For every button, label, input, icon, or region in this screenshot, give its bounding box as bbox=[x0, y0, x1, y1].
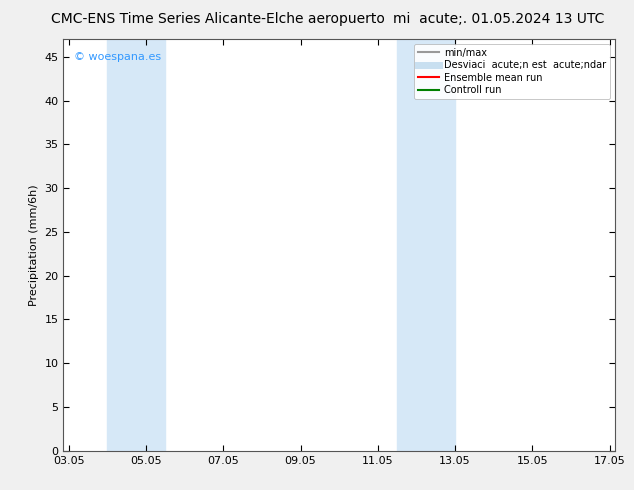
Legend: min/max, Desviaci  acute;n est  acute;ndar, Ensemble mean run, Controll run: min/max, Desviaci acute;n est acute;ndar… bbox=[414, 44, 610, 99]
Bar bbox=[397, 39, 455, 451]
Text: mi  acute;. 01.05.2024 13 UTC: mi acute;. 01.05.2024 13 UTC bbox=[393, 12, 604, 26]
Text: © woespana.es: © woespana.es bbox=[74, 51, 162, 62]
Y-axis label: Precipitation (mm/6h): Precipitation (mm/6h) bbox=[29, 184, 39, 306]
Bar bbox=[107, 39, 165, 451]
Text: CMC-ENS Time Series Alicante-Elche aeropuerto: CMC-ENS Time Series Alicante-Elche aerop… bbox=[51, 12, 385, 26]
